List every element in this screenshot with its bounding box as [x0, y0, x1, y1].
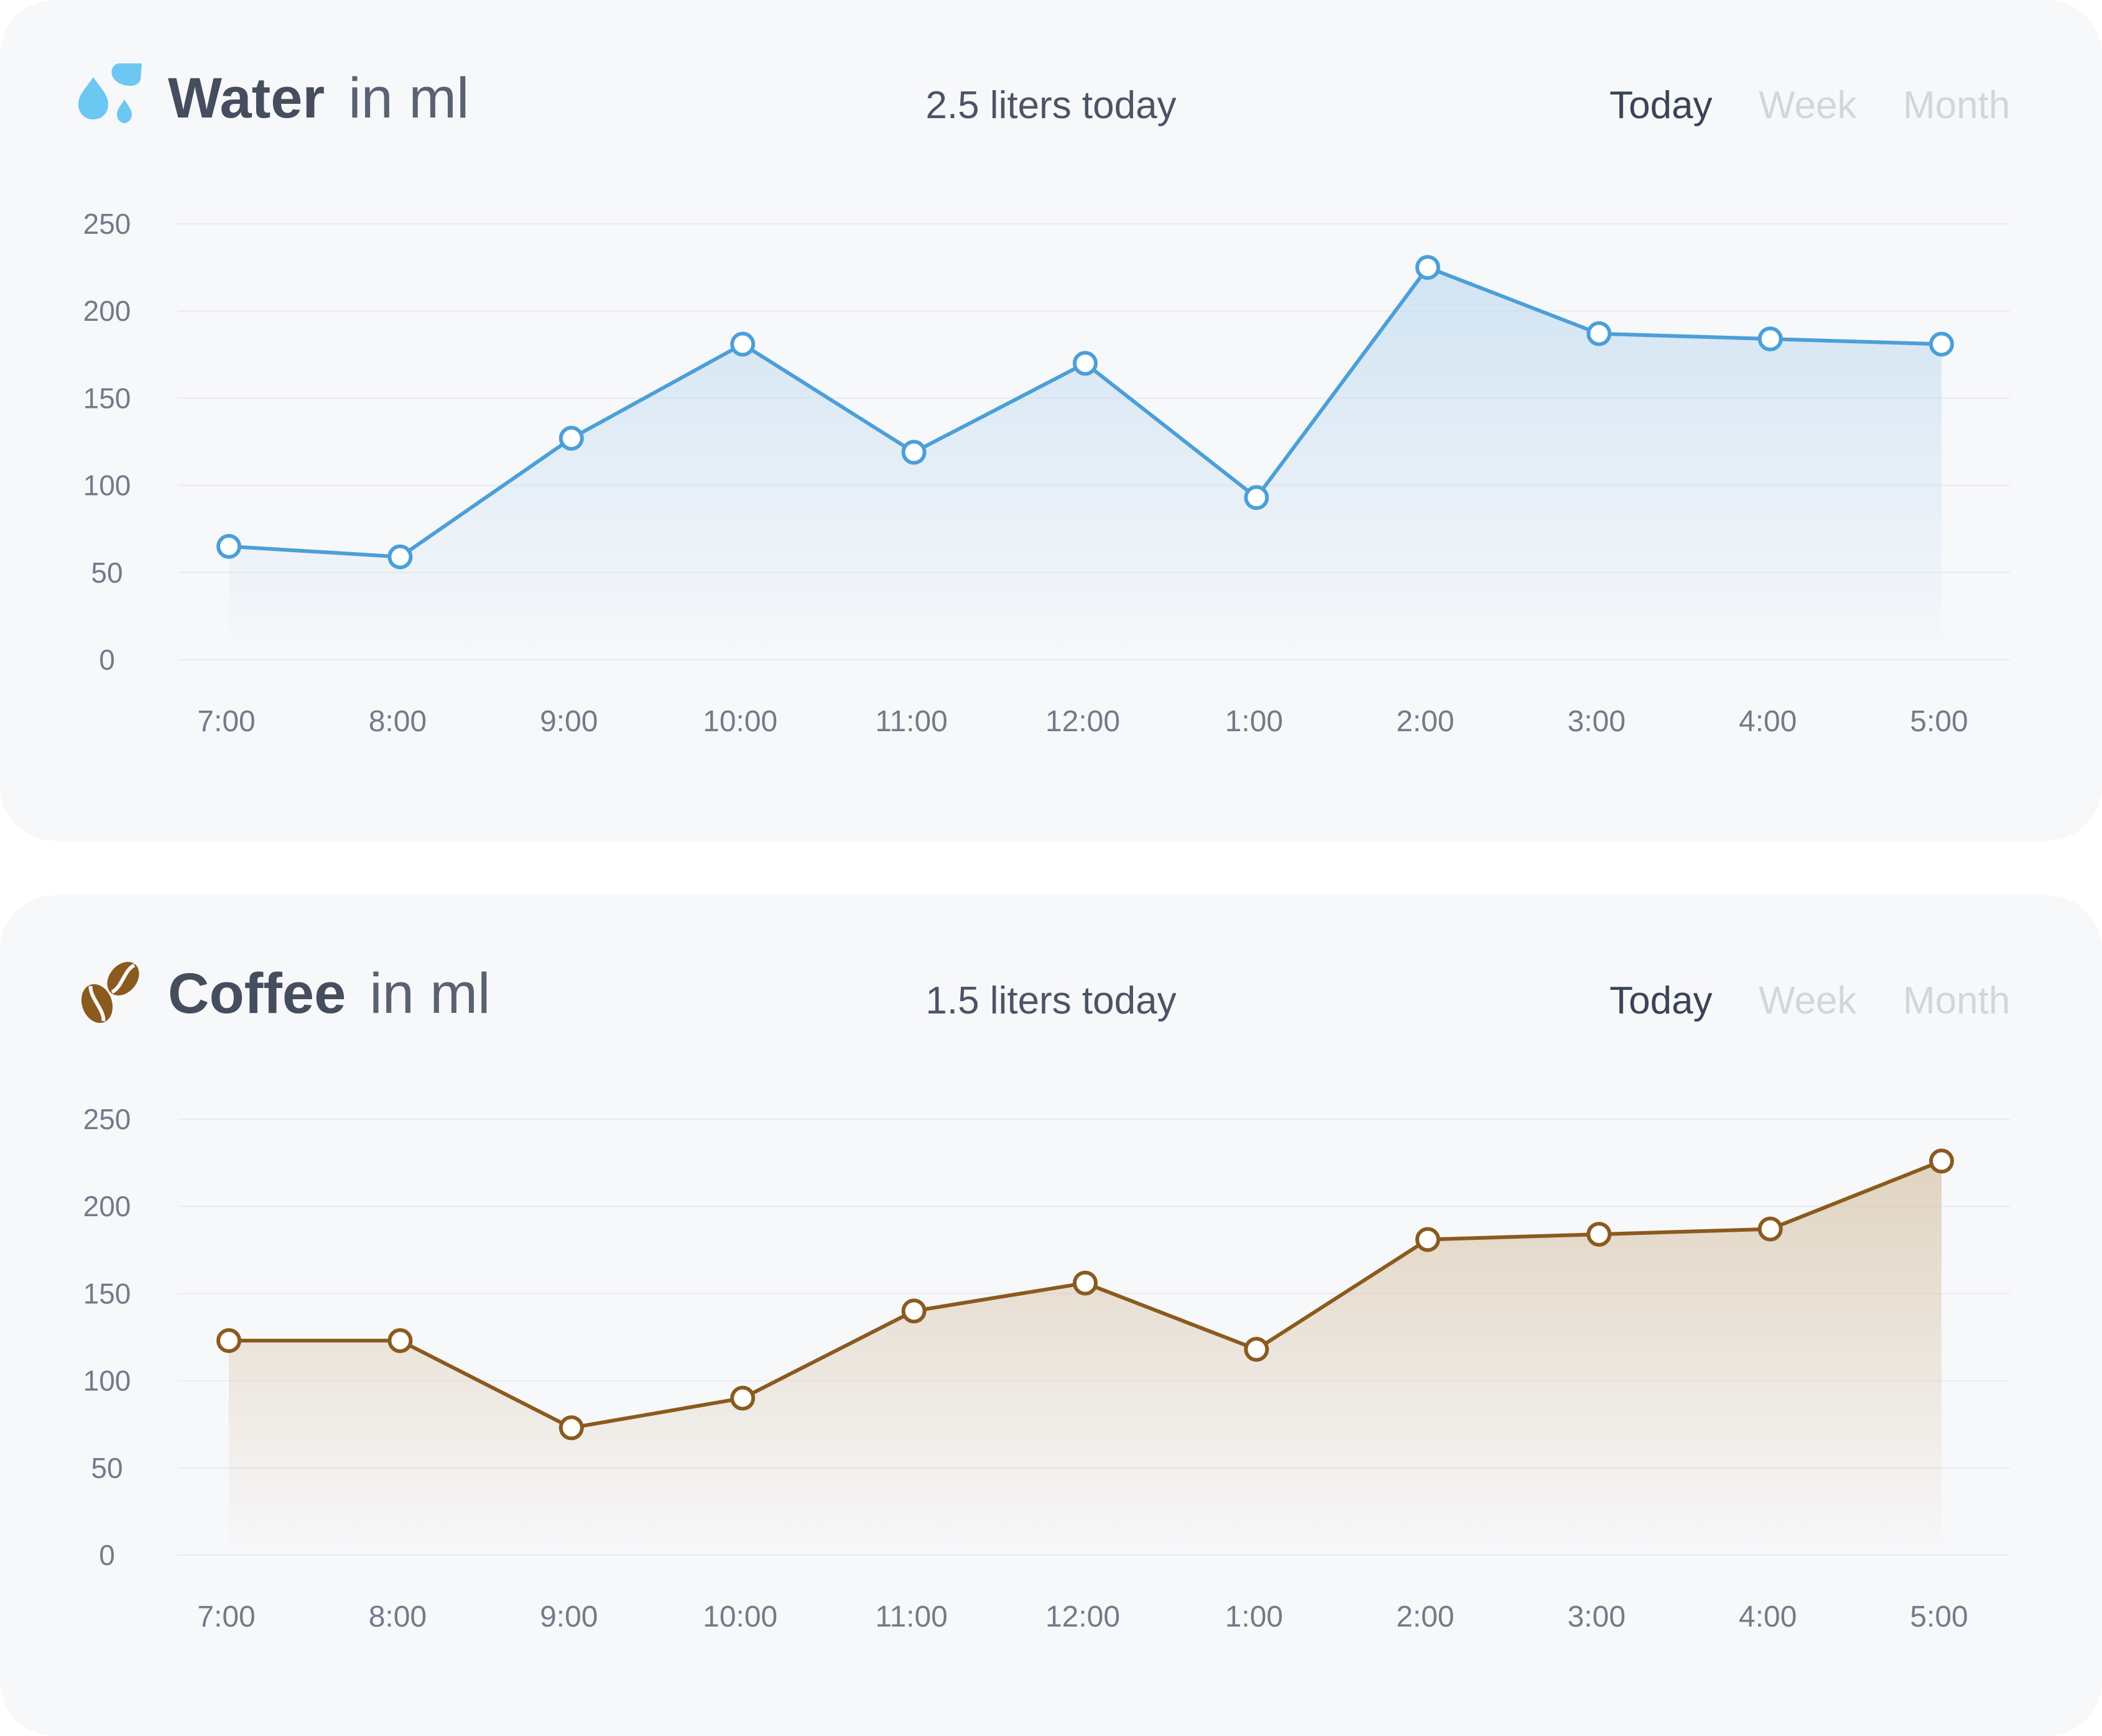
title-name: Coffee — [168, 962, 346, 1025]
data-point[interactable] — [1244, 485, 1269, 510]
y-tick-label: 100 — [83, 469, 131, 502]
x-tick-label: 2:00 — [1396, 1600, 1454, 1633]
x-tick-label: 2:00 — [1396, 705, 1454, 738]
daily-total: 1.5 liters today — [925, 979, 1177, 1022]
x-tick-label: 4:00 — [1739, 705, 1797, 738]
data-point[interactable] — [387, 544, 413, 570]
x-tick-label: 4:00 — [1739, 1600, 1797, 1633]
data-point[interactable] — [558, 1415, 584, 1441]
x-tick-label: 10:00 — [703, 1600, 777, 1633]
data-point[interactable] — [558, 425, 584, 451]
x-tick-label: 11:00 — [875, 705, 948, 738]
chart-title: Water in ml — [168, 61, 469, 136]
data-point[interactable] — [1586, 1222, 1612, 1247]
coffee-card: Coffee in ml 1.5 liters today Today Week … — [0, 895, 2102, 1736]
data-point[interactable] — [1586, 321, 1612, 346]
x-tick-label: 5:00 — [1910, 705, 1968, 738]
title-unit: in ml — [369, 962, 491, 1025]
series-area — [229, 1161, 1942, 1555]
y-tick-label: 200 — [83, 295, 131, 327]
data-point[interactable] — [1073, 1270, 1098, 1296]
series-area — [229, 267, 1942, 660]
y-tick-label: 200 — [83, 1190, 131, 1222]
x-tick-label: 12:00 — [1045, 1600, 1120, 1633]
y-tick-label: 150 — [83, 382, 131, 414]
water-card: Water in ml 2.5 liters today Today Week M… — [0, 0, 2102, 841]
y-tick-label: 0 — [99, 1539, 115, 1571]
data-point[interactable] — [730, 1385, 756, 1411]
daily-total: 2.5 liters today — [925, 84, 1177, 127]
y-tick-label: 150 — [83, 1277, 131, 1309]
data-point[interactable] — [1244, 1337, 1269, 1362]
data-point[interactable] — [1929, 1148, 1954, 1174]
data-point[interactable] — [387, 1328, 413, 1354]
data-point[interactable] — [901, 1298, 927, 1324]
x-tick-label: 12:00 — [1045, 705, 1120, 738]
data-point[interactable] — [1415, 1227, 1440, 1252]
y-tick-label: 250 — [83, 208, 131, 240]
x-tick-label: 10:00 — [703, 705, 777, 738]
y-tick-label: 100 — [83, 1365, 131, 1397]
tab-week[interactable]: Week — [1759, 979, 1857, 1022]
title-name: Water — [168, 67, 325, 130]
tab-today[interactable]: Today — [1609, 979, 1713, 1022]
y-tick-label: 0 — [99, 644, 115, 676]
data-point[interactable] — [901, 440, 927, 465]
data-point[interactable] — [1929, 331, 1954, 357]
data-point[interactable] — [1757, 1216, 1783, 1242]
y-tick-label: 250 — [83, 1103, 131, 1135]
data-point[interactable] — [216, 533, 241, 559]
x-tick-label: 3:00 — [1567, 705, 1625, 738]
y-tick-label: 50 — [91, 1452, 123, 1484]
x-tick-label: 1:00 — [1225, 1600, 1283, 1633]
x-tick-label: 8:00 — [369, 705, 427, 738]
coffee-beans-icon — [81, 962, 139, 1023]
coffee-line-chart: 0 50 100 150 200 250 7:00 8:00 9:00 10:00 11:00 12:… — [83, 1103, 2010, 1633]
y-tick-label: 50 — [91, 556, 123, 589]
title-unit: in ml — [348, 67, 470, 130]
x-tick-label: 9:00 — [540, 705, 598, 738]
data-point[interactable] — [1415, 255, 1440, 280]
x-tick-label: 5:00 — [1910, 1600, 1968, 1633]
x-tick-label: 9:00 — [540, 1600, 598, 1633]
tab-today[interactable]: Today — [1609, 84, 1713, 127]
water-drops-icon — [78, 63, 142, 123]
x-tick-label: 7:00 — [197, 705, 255, 738]
data-point[interactable] — [730, 331, 756, 357]
x-tick-label: 8:00 — [369, 1600, 427, 1633]
tab-month[interactable]: Month — [1903, 84, 2011, 127]
water-line-chart: 0 50 100 150 200 250 7:00 8:00 9:00 10:00 11:00 12:… — [83, 208, 2010, 738]
tab-week[interactable]: Week — [1759, 84, 1857, 127]
chart-title: Coffee in ml — [168, 956, 491, 1031]
data-point[interactable] — [216, 1328, 241, 1354]
data-point[interactable] — [1757, 326, 1783, 352]
x-tick-label: 11:00 — [875, 1600, 948, 1633]
tab-month[interactable]: Month — [1903, 979, 2011, 1022]
x-tick-label: 1:00 — [1225, 705, 1283, 738]
x-tick-label: 7:00 — [197, 1600, 255, 1633]
x-tick-label: 3:00 — [1567, 1600, 1625, 1633]
data-point[interactable] — [1073, 351, 1098, 376]
